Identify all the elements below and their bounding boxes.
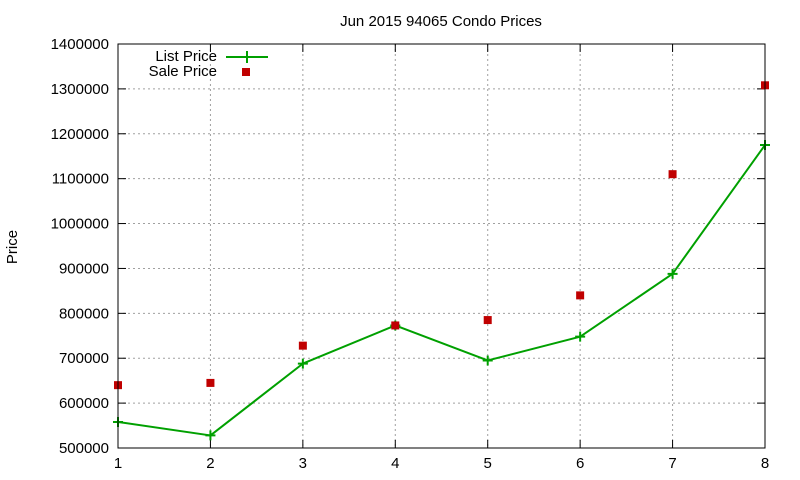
grid-lines: [118, 44, 765, 448]
x-tick-label: 7: [668, 455, 676, 472]
y-tick-label: 600000: [59, 395, 109, 412]
y-tick-label: 900000: [59, 260, 109, 277]
data-series: [113, 81, 770, 441]
y-tick-label: 700000: [59, 350, 109, 367]
list-price-point: [482, 355, 493, 366]
sale-price-point: [298, 341, 307, 350]
y-tick-label: 1100000: [52, 171, 109, 188]
x-tick-label: 6: [576, 455, 584, 472]
legend-marker-sale-price: [242, 68, 250, 76]
list-price-line: [117, 144, 766, 437]
plot-frame: [117, 43, 766, 449]
y-tick-label: 1400000: [51, 36, 109, 53]
sale-price-point: [206, 378, 215, 387]
list-price-point: [297, 358, 308, 369]
list-price-point: [667, 268, 678, 279]
legend-label-sale-price: Sale Price: [149, 63, 217, 80]
legend-marker-list-price: [241, 51, 253, 63]
y-tick-label: 800000: [59, 305, 109, 322]
y-tick-label: 500000: [59, 440, 109, 457]
list-price-point: [205, 430, 216, 441]
axis-ticks: [117, 43, 766, 449]
legend-label-list-price: List Price: [155, 48, 217, 65]
y-tick-label: 1300000: [51, 81, 109, 98]
x-tick-label: 5: [484, 455, 492, 472]
sale-price-point: [483, 316, 492, 325]
tick-labels: 500000 600000 700000 800000 900000 1000000 110…: [51, 36, 770, 472]
y-tick-label: 1000000: [51, 216, 109, 233]
list-price-point: [575, 331, 586, 342]
sale-price-point: [668, 170, 677, 179]
x-tick-label: 1: [114, 455, 122, 472]
legend: List Price Sale Price: [149, 48, 268, 80]
x-tick-label: 4: [391, 455, 399, 472]
y-tick-label: 1200000: [51, 126, 109, 143]
x-tick-label: 2: [206, 455, 214, 472]
x-tick-label: 8: [761, 455, 769, 472]
y-axis-label: Price: [4, 230, 21, 264]
sale-price-point: [391, 321, 400, 330]
sale-price-point: [576, 291, 585, 300]
x-tick-label: 3: [299, 455, 307, 472]
chart-title: Jun 2015 94065 Condo Prices: [340, 13, 542, 30]
